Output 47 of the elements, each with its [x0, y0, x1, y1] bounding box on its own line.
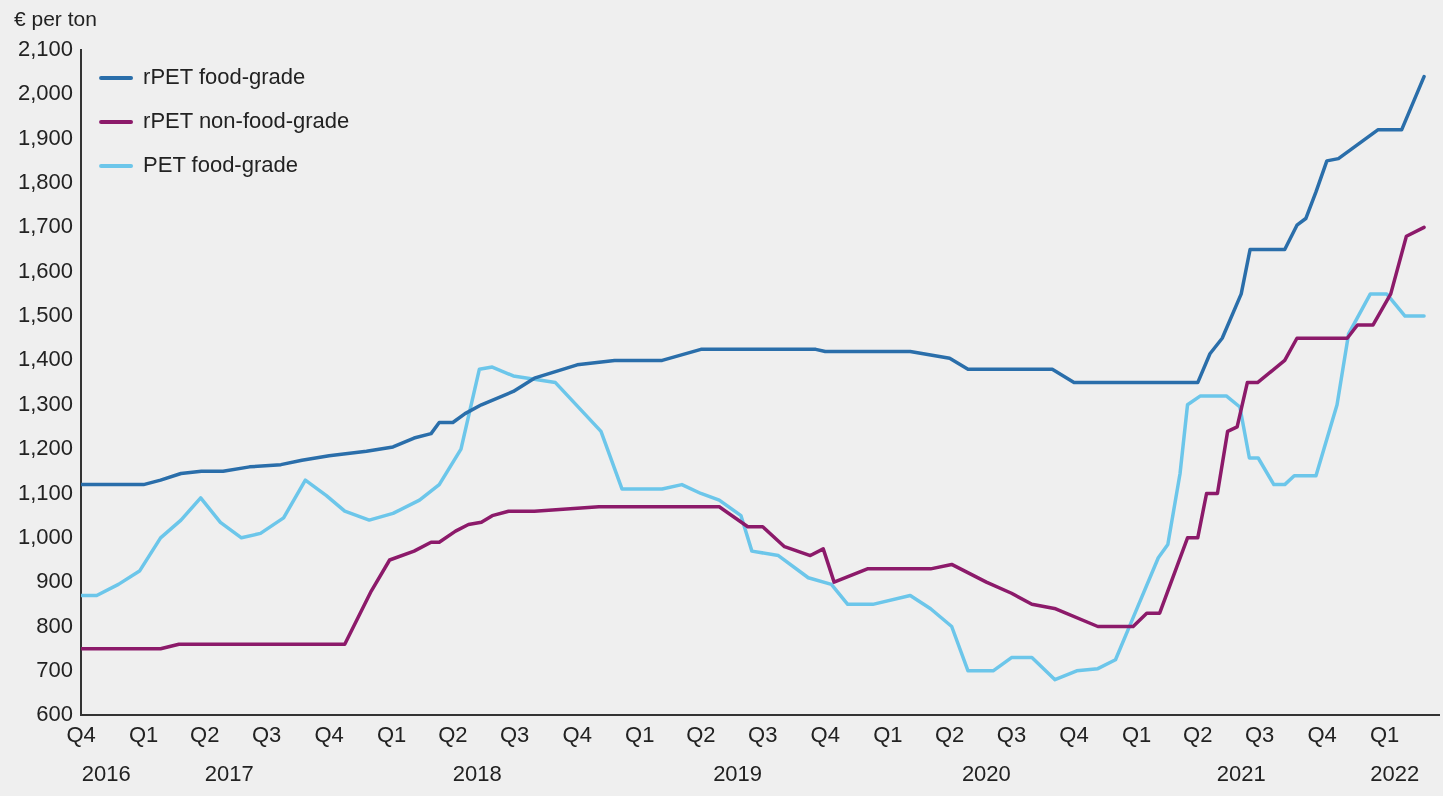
x-tick-label: Q3	[499, 722, 530, 748]
x-tick-label: Q4	[314, 722, 344, 748]
x-tick-label: Q4	[562, 722, 592, 748]
legend-label: PET food-grade	[143, 152, 298, 178]
y-tick-label: 1,100	[17, 479, 74, 505]
legend-label: rPET food-grade	[143, 64, 306, 90]
x-tick-label: Q3	[748, 722, 778, 748]
x-tick-label: Q3	[251, 722, 282, 748]
y-tick-label: 1,900	[17, 124, 74, 150]
y-tick-label: 1,400	[17, 346, 74, 372]
x2-tick-label: 2017	[204, 760, 254, 786]
x-tick-label: Q2	[686, 722, 716, 748]
y-tick-label: 1,000	[17, 523, 74, 549]
y-tick-label: 1,200	[17, 435, 74, 461]
x-tick-label: Q3	[996, 722, 1027, 748]
x2-tick-label: 2021	[1216, 760, 1266, 786]
x-tick-label: Q2	[1183, 722, 1213, 748]
x-tick-label: Q4	[1307, 722, 1337, 748]
y-tick-label: 2,000	[17, 80, 74, 106]
x2-tick-label: 2016	[81, 760, 131, 786]
x-tick-label: Q1	[625, 722, 655, 748]
y-tick-label: 1,600	[17, 257, 74, 283]
x-tick-label: Q2	[934, 722, 965, 748]
x-tick-label: Q2	[190, 722, 220, 748]
y-tick-label: 1,700	[17, 213, 74, 239]
y-tick-label: 800	[36, 612, 74, 638]
y-tick-label: 900	[36, 568, 74, 594]
x-tick-label: Q1	[128, 722, 159, 748]
y-tick-label: 1,800	[17, 169, 74, 195]
x-tick-label: Q2	[438, 722, 468, 748]
x-tick-label: Q1	[376, 722, 407, 748]
x2-tick-label: 2022	[1370, 760, 1420, 786]
x2-tick-label: 2019	[713, 760, 763, 786]
y-tick-label: 1,500	[17, 302, 74, 328]
y-tick-label: 700	[36, 656, 74, 682]
y-tick-label: 1,300	[17, 390, 74, 416]
x-tick-label: Q3	[1244, 722, 1275, 748]
x2-tick-label: 2018	[452, 760, 502, 786]
x2-tick-label: 2020	[961, 760, 1011, 786]
y-axis-title: € per ton	[14, 7, 97, 31]
x-tick-label: Q4	[810, 722, 840, 748]
x-tick-label: Q1	[1369, 722, 1400, 748]
x-tick-label: Q1	[1121, 722, 1152, 748]
x-tick-label: Q1	[873, 722, 903, 748]
y-tick-label: 2,100	[17, 36, 74, 62]
legend-label: rPET non-food-grade	[143, 108, 350, 134]
x-tick-label: Q4	[1059, 722, 1089, 748]
